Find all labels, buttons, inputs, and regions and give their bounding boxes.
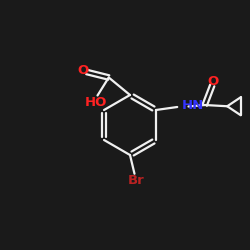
Text: Br: Br: [128, 174, 145, 187]
Text: HN: HN: [182, 99, 204, 112]
Text: HO: HO: [85, 96, 108, 109]
Text: O: O: [207, 75, 218, 88]
Text: O: O: [78, 64, 89, 78]
